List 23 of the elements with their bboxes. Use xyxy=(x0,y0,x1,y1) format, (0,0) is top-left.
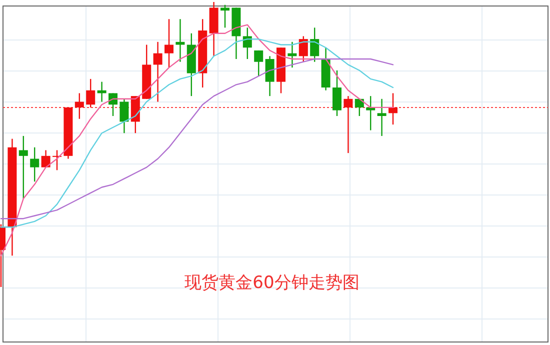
candlestick xyxy=(108,92,118,117)
candlestick xyxy=(298,36,308,62)
candlestick xyxy=(74,92,84,120)
candlestick xyxy=(86,78,96,108)
candlestick xyxy=(354,98,364,117)
candlestick xyxy=(120,98,129,134)
text: 现货黄金60分钟走势图 xyxy=(184,273,360,293)
candlestick xyxy=(41,150,50,168)
candlestick xyxy=(377,98,386,137)
candlestick xyxy=(18,135,28,200)
candlestick xyxy=(220,4,230,28)
candlestick xyxy=(310,27,320,62)
candlestick xyxy=(344,95,353,154)
candlestick xyxy=(254,50,264,77)
candlestick xyxy=(176,18,185,62)
candlestick xyxy=(242,27,252,60)
candlestick xyxy=(265,56,274,97)
candlestick xyxy=(332,70,342,117)
candlestick xyxy=(366,95,376,131)
candlestick xyxy=(153,41,162,102)
candlestick xyxy=(30,146,40,182)
candlestick xyxy=(164,18,174,68)
candlestick xyxy=(388,92,398,126)
